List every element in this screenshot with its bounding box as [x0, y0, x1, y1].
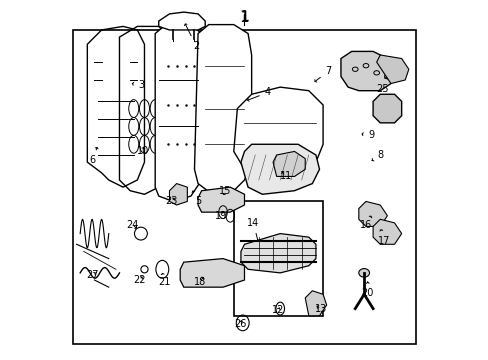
Text: 2: 2: [184, 24, 199, 51]
Text: 11: 11: [279, 171, 291, 181]
Text: 25: 25: [375, 78, 387, 94]
Text: 3: 3: [132, 80, 143, 90]
Text: 7: 7: [314, 66, 331, 82]
Text: 26: 26: [234, 319, 246, 329]
Text: 12: 12: [272, 305, 284, 315]
Polygon shape: [305, 291, 326, 316]
Polygon shape: [376, 55, 408, 84]
Polygon shape: [358, 202, 386, 226]
Text: 19: 19: [215, 211, 227, 221]
Text: 27: 27: [86, 270, 99, 280]
Ellipse shape: [358, 269, 369, 277]
Text: 6: 6: [89, 148, 98, 165]
Text: 15: 15: [218, 186, 230, 196]
Text: 17: 17: [377, 230, 389, 246]
Text: 13: 13: [315, 303, 327, 314]
Text: 1: 1: [239, 10, 249, 25]
Text: 24: 24: [125, 220, 138, 230]
Text: 10: 10: [136, 147, 148, 157]
Polygon shape: [194, 24, 251, 194]
Text: 18: 18: [193, 277, 205, 287]
Polygon shape: [241, 234, 315, 273]
Text: 4: 4: [247, 87, 270, 101]
Bar: [233, 202, 323, 316]
Text: 8: 8: [371, 150, 383, 161]
Polygon shape: [233, 87, 323, 176]
Text: 23: 23: [165, 197, 177, 206]
Polygon shape: [372, 219, 401, 244]
Polygon shape: [198, 187, 244, 212]
Polygon shape: [372, 94, 401, 123]
Polygon shape: [340, 51, 397, 91]
Text: 20: 20: [361, 282, 373, 297]
Polygon shape: [155, 24, 201, 202]
Text: 9: 9: [362, 130, 374, 140]
Polygon shape: [169, 184, 187, 205]
Text: 1: 1: [240, 10, 248, 24]
Polygon shape: [241, 144, 319, 194]
Polygon shape: [180, 258, 244, 287]
Polygon shape: [159, 12, 205, 30]
Text: 22: 22: [133, 275, 145, 285]
Text: 16: 16: [359, 216, 371, 230]
Text: 21: 21: [158, 274, 170, 287]
Text: 5: 5: [192, 191, 201, 206]
Polygon shape: [272, 152, 305, 176]
Text: 14: 14: [247, 218, 259, 241]
